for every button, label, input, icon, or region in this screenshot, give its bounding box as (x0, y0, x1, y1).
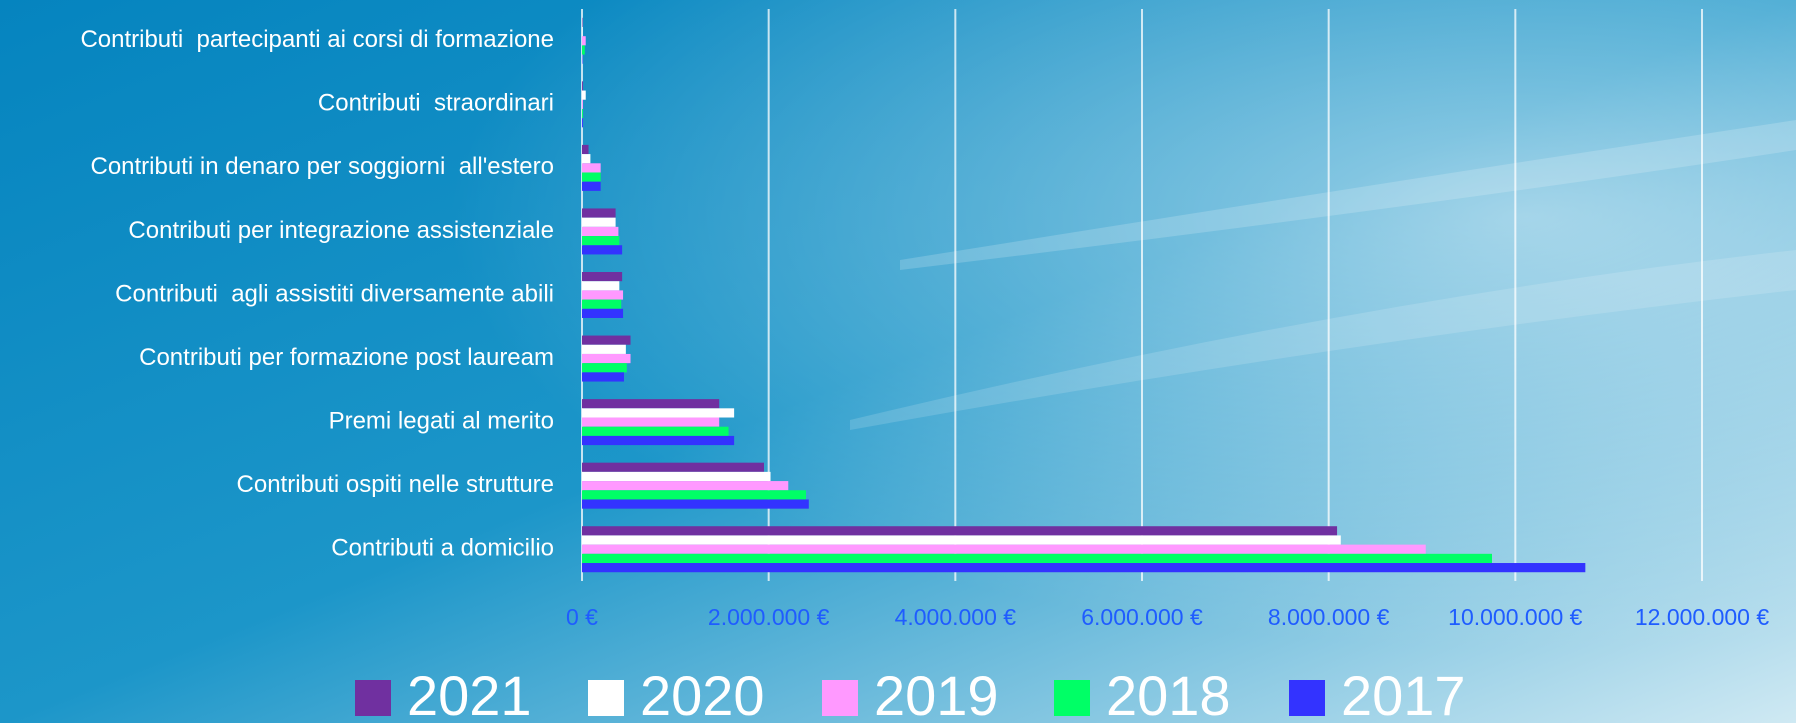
light-streak (850, 250, 1796, 430)
light-streak (900, 120, 1796, 270)
bar (582, 481, 789, 491)
legend-swatch (355, 680, 391, 716)
bar (582, 563, 1586, 573)
bar (582, 490, 806, 500)
bar (582, 281, 620, 291)
bar (582, 290, 624, 300)
y-tick-label: Contributi partecipanti ai corsi di form… (80, 26, 554, 53)
bar (582, 344, 626, 354)
bar (582, 553, 1492, 564)
legend-label: 2021 (407, 664, 532, 723)
bar (582, 45, 585, 55)
bar (582, 172, 601, 182)
bar (582, 353, 631, 364)
bar (582, 399, 720, 409)
bar (582, 526, 1338, 536)
legend-swatch (588, 680, 624, 716)
y-tick-label: Contributi agli assistiti diversamente a… (115, 280, 554, 307)
bar (582, 99, 583, 109)
bar (582, 435, 735, 446)
bar (582, 335, 631, 345)
bar (582, 108, 583, 119)
bar (582, 236, 620, 246)
x-tick-label: 0 € (566, 604, 598, 630)
y-tick-label: Premi legati al merito (329, 407, 554, 434)
bar (582, 154, 591, 164)
bar (582, 299, 622, 309)
y-tick-label: Contributi per integrazione assistenzial… (128, 217, 554, 244)
bar (582, 372, 624, 382)
bar (582, 36, 586, 46)
bar (582, 217, 616, 227)
legend-label: 2020 (640, 664, 765, 723)
bar (582, 417, 720, 427)
legend-swatch (1054, 680, 1090, 716)
bar (582, 163, 601, 173)
x-tick-label: 2.000.000 € (708, 604, 830, 630)
bar (582, 363, 627, 373)
bar (582, 144, 589, 155)
y-tick-label: Contributi straordinari (318, 90, 554, 117)
y-tick-label: Contributi per formazione post lauream (139, 344, 554, 371)
x-tick-label: 4.000.000 € (895, 604, 1017, 630)
bar (582, 535, 1341, 545)
bar (582, 81, 583, 91)
bar (582, 90, 586, 100)
y-tick-label: Contributi in denaro per soggiorni all'e… (90, 153, 554, 180)
x-tick-label: 8.000.000 € (1268, 604, 1390, 630)
bar (582, 408, 735, 418)
bar (582, 308, 624, 318)
bar (582, 208, 616, 218)
bar (582, 544, 1426, 554)
bar (582, 471, 771, 482)
bar (582, 118, 583, 128)
x-tick-label: 12.000.000 € (1635, 604, 1770, 630)
y-tick-label: Contributi a domicilio (331, 535, 554, 562)
bar (582, 245, 623, 255)
bar (582, 226, 619, 237)
x-tick-label: 10.000.000 € (1448, 604, 1583, 630)
bar (582, 426, 729, 436)
y-tick-label: Contributi ospiti nelle strutture (237, 471, 554, 498)
bar (582, 272, 623, 282)
legend-label: 2019 (874, 664, 999, 723)
bar (582, 462, 764, 472)
x-tick-label: 6.000.000 € (1081, 604, 1203, 630)
legend-label: 2018 (1106, 664, 1231, 723)
bar (582, 181, 601, 191)
legend-swatch (822, 680, 858, 716)
legend-swatch (1289, 680, 1325, 716)
bar (582, 499, 809, 509)
legend-label: 2017 (1341, 664, 1466, 723)
